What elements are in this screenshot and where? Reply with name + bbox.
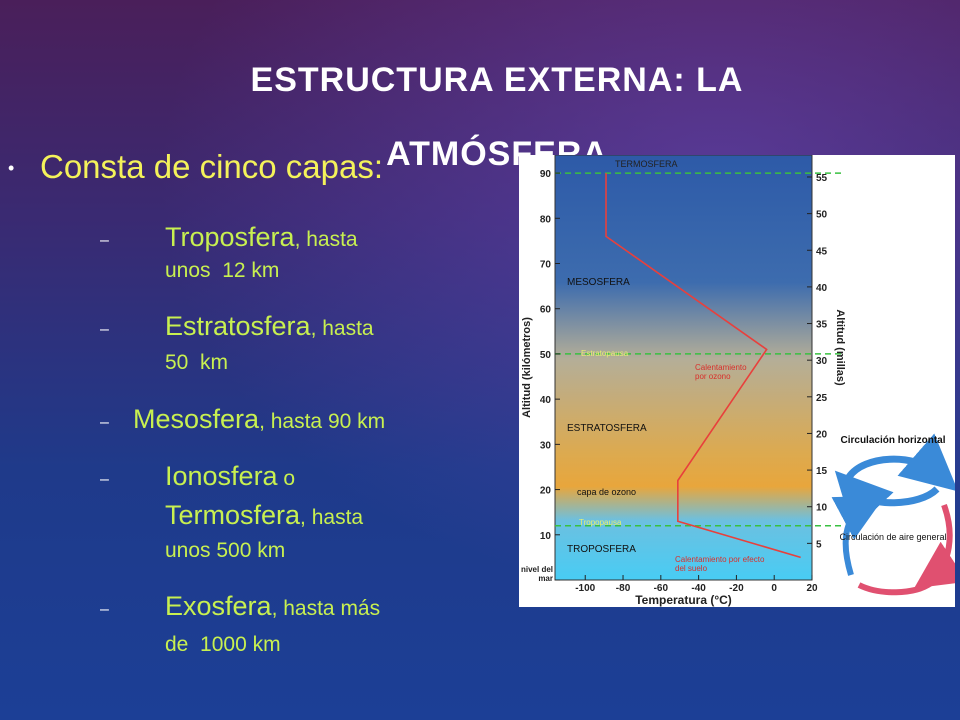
bullet-dot: •: [8, 158, 15, 178]
y2-tick-label: 20: [816, 429, 828, 440]
circulation-arrow: [834, 470, 940, 531]
item-line: unos 500 km: [165, 539, 285, 563]
layer-detail: , hasta 90 km: [259, 410, 386, 433]
circulation-arrow: [831, 495, 886, 576]
y2-tick-label: 45: [816, 246, 828, 257]
x-tick-label: -20: [729, 583, 744, 594]
y-tick-label: 10: [540, 531, 552, 542]
x-tick-label: -60: [654, 583, 669, 594]
layer-detail: unos 12 km: [165, 259, 280, 282]
annotation: Calentamiento por ozono: [695, 363, 747, 381]
x-tick-label: -100: [575, 583, 595, 594]
item-dash: –: [100, 471, 109, 488]
y-tick-label: 30: [540, 440, 552, 451]
atmosphere-figure: -100 -80 -60 -40 -20 0 20 nivel del mar 10 20 30 40…: [519, 155, 955, 607]
layer-detail: , hasta: [300, 506, 364, 529]
layer-name: Exosfera: [165, 591, 272, 621]
item-line: Mesosfera, hasta 90 km: [133, 404, 385, 435]
item-dash: –: [100, 321, 109, 338]
y2-tick-label: 15: [816, 466, 828, 477]
x-tick-label: -40: [691, 583, 706, 594]
layer-name: Troposfera: [165, 222, 295, 252]
layer-label: Estratopausa: [581, 349, 629, 358]
y2-axis-label: Altitud (millas): [834, 309, 846, 386]
y-tick-label: nivel del mar: [520, 565, 553, 583]
layer-label: TERMOSFERA: [615, 159, 678, 169]
y2-tick-label: 5: [816, 539, 822, 550]
annotation: Calentamiento por efecto del suelo: [675, 555, 765, 573]
y-tick-label: 40: [540, 395, 552, 406]
layer-name: Estratosfera: [165, 311, 311, 341]
circulation-arrow: [914, 503, 955, 589]
layer-label: ESTRATOSFERA: [567, 423, 647, 434]
y2-tick-label: 50: [816, 210, 828, 221]
annotation-box: Calentamiento por ozono: [695, 363, 747, 381]
item-line: Ionosfera o: [165, 461, 295, 492]
y-tick-label: 60: [540, 305, 552, 316]
y-tick-label: 50: [540, 350, 552, 361]
layer-label: Circulación horizontal: [840, 435, 945, 446]
annotation-box: Calentamiento por efecto del suelo: [675, 555, 765, 573]
layer-label: capa de ozono: [577, 487, 636, 497]
item-line: unos 12 km: [165, 259, 279, 283]
layer-detail: unos 500 km: [165, 539, 286, 562]
y2-tick-label: 35: [816, 320, 828, 331]
layer-name: Termosfera: [165, 500, 301, 530]
layer-label: TROPOSFERA: [567, 544, 636, 555]
layer-detail: 50 km: [165, 351, 229, 374]
layer-detail: , hasta: [294, 228, 358, 251]
plot-area: [554, 155, 813, 581]
y-tick-label: 20: [540, 486, 552, 497]
layer-detail: o: [277, 467, 296, 490]
item-line: Termosfera, hasta: [165, 500, 363, 531]
y-tick-label: 80: [540, 214, 552, 225]
item-line: 50 km: [165, 351, 228, 375]
item-line: Troposfera, hasta: [165, 222, 358, 253]
y-tick-label-box: nivel del mar: [520, 565, 553, 583]
item-dash: –: [100, 232, 109, 249]
item-dash: –: [100, 601, 109, 618]
y-axis-label: Altitud (kilómetros): [521, 317, 533, 418]
layer-detail: de 1000 km: [165, 633, 281, 656]
y2-tick-label: 30: [816, 356, 828, 367]
temperature-profile: [605, 173, 801, 559]
item-line: Estratosfera, hasta: [165, 311, 374, 342]
item-line: Exosfera, hasta más: [165, 591, 380, 622]
y-tick-label: 70: [540, 260, 552, 271]
bullet-text: Consta de cinco capas:: [40, 148, 384, 185]
layer-name: Mesosfera: [133, 404, 260, 434]
x-tick-label: 20: [806, 583, 818, 594]
x-axis-label: Temperatura (°C): [635, 593, 732, 607]
y-tick-label: 90: [540, 169, 552, 180]
y2-tick-label: 40: [816, 283, 828, 294]
layer-label: Circulación de aire general: [839, 532, 946, 542]
x-tick-label: 0: [771, 583, 777, 594]
x-tick-label: -80: [616, 583, 631, 594]
y2-tick-label: 55: [816, 173, 828, 184]
layer-detail: , hasta más: [271, 597, 381, 620]
layer-label: Tropopausa: [579, 518, 622, 527]
layer-label: MESOSFERA: [567, 277, 630, 288]
circulation-arrow: [857, 580, 933, 596]
item-dash: –: [100, 414, 109, 431]
layer-name: Ionosfera: [165, 461, 278, 491]
y2-tick-label: 25: [816, 393, 828, 404]
slide-title: ESTRUCTURA EXTERNA: LA ATMÓSFERA: [250, 61, 744, 173]
layer-detail: , hasta: [310, 317, 374, 340]
item-line: de 1000 km: [165, 633, 281, 657]
y2-tick-label: 10: [816, 503, 828, 514]
